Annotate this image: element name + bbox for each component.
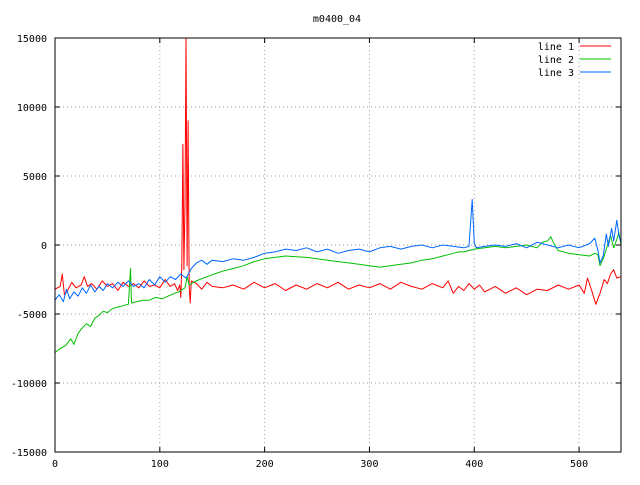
series-layer bbox=[54, 37, 622, 353]
y-tick-label: -5000 bbox=[17, 310, 47, 321]
axis-ticks: 0 100 200 300 400 500 15000 10000 5000 0 -5000 -100… bbox=[11, 34, 621, 470]
y-tick-label: 10000 bbox=[17, 103, 47, 114]
legend: line 1 line 2 line 3 bbox=[538, 42, 611, 79]
chart-title: m0400_04 bbox=[313, 14, 361, 25]
x-tick-label: 100 bbox=[151, 459, 169, 470]
series-line-3 bbox=[54, 199, 622, 303]
legend-label: line 1 bbox=[538, 42, 574, 53]
y-tick-label: 0 bbox=[41, 241, 47, 252]
series-line-1 bbox=[54, 37, 622, 305]
x-tick-label: 200 bbox=[256, 459, 274, 470]
x-tick-label: 300 bbox=[360, 459, 378, 470]
x-tick-label: 0 bbox=[52, 459, 58, 470]
legend-label: line 3 bbox=[538, 68, 574, 79]
y-tick-label: -15000 bbox=[11, 448, 47, 459]
series-line-2 bbox=[54, 232, 622, 353]
legend-label: line 2 bbox=[538, 55, 574, 66]
y-tick-label: -10000 bbox=[11, 379, 47, 390]
x-tick-label: 400 bbox=[465, 459, 483, 470]
y-tick-label: 5000 bbox=[23, 172, 47, 183]
x-tick-label: 500 bbox=[570, 459, 588, 470]
y-tick-label: 15000 bbox=[17, 34, 47, 45]
grid bbox=[55, 38, 621, 452]
